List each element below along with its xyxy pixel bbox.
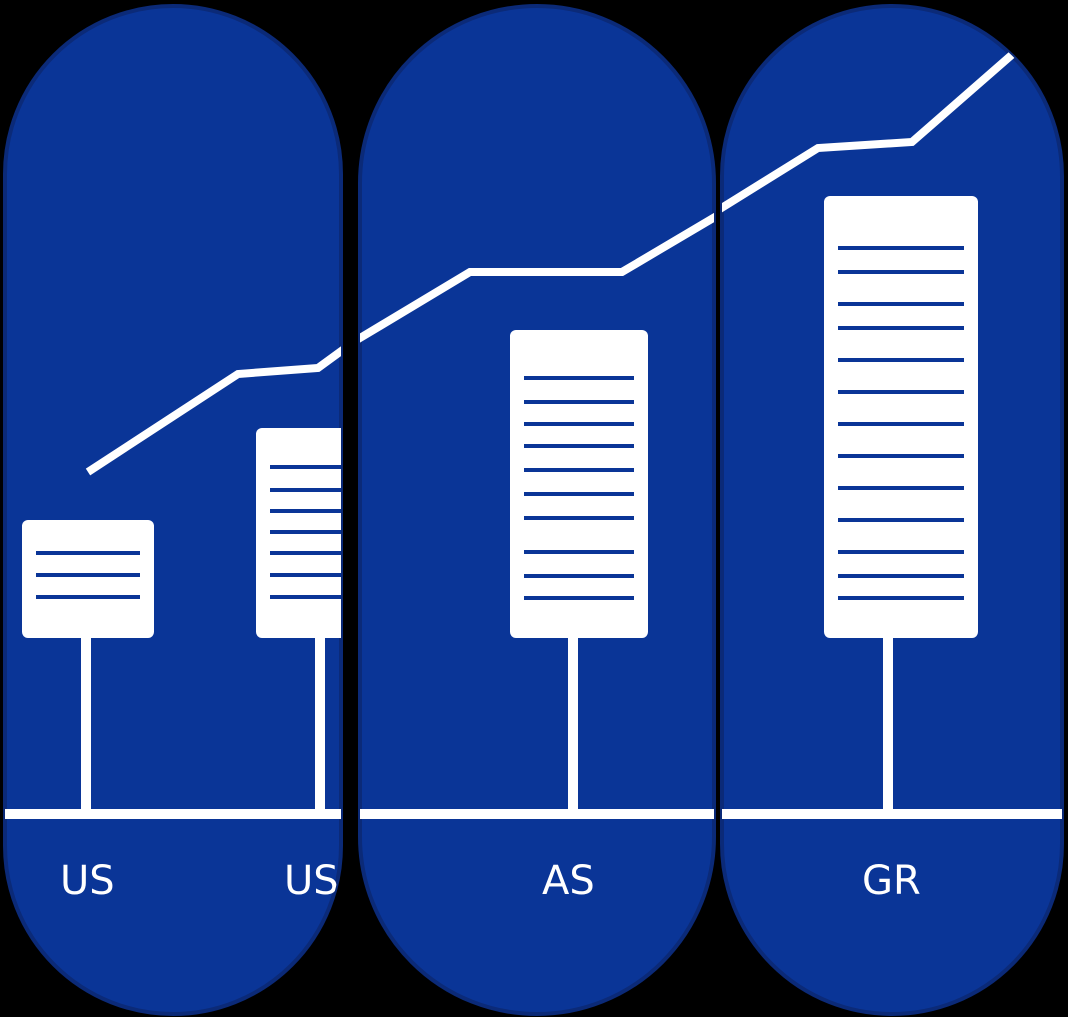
panel-1-label-right: US xyxy=(284,858,339,904)
panel-3-label: GR xyxy=(862,858,921,904)
trend-line-segment-1 xyxy=(85,326,341,476)
signboard-icon-1 xyxy=(22,520,154,812)
signboard-icon-2 xyxy=(256,428,341,812)
panel-2-label: AS xyxy=(542,858,595,904)
signboard-icon-4 xyxy=(824,196,978,812)
trend-line-segment-2 xyxy=(360,210,714,354)
panel-1-label-left: US xyxy=(60,858,115,904)
panel-1: US US xyxy=(3,4,343,1016)
panel-3: GR xyxy=(720,4,1064,1016)
panel-2: AS xyxy=(358,4,716,1016)
trend-line-segment-3 xyxy=(722,48,1018,216)
signboard-icon-3 xyxy=(510,330,648,812)
